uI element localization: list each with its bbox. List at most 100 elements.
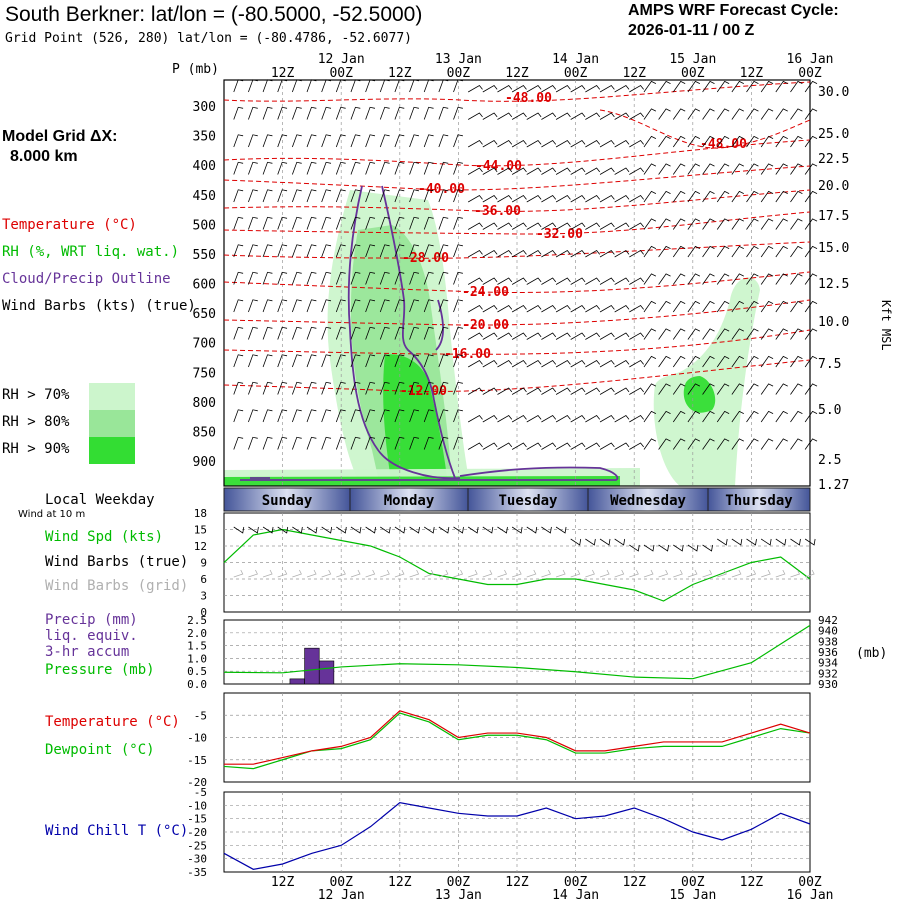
wind-barb bbox=[233, 409, 244, 423]
wind-barb bbox=[467, 167, 483, 175]
height-label-6: 12.5 bbox=[818, 277, 849, 292]
wind-barb bbox=[658, 410, 671, 423]
rh-region-6 bbox=[683, 376, 716, 413]
wind-barb bbox=[394, 326, 405, 340]
surface-barb-true bbox=[760, 538, 772, 546]
legend-cloud: Cloud/Precip Outline bbox=[2, 271, 171, 287]
surface-barb-true bbox=[687, 544, 699, 552]
wind-barb bbox=[716, 80, 730, 93]
wind-barb bbox=[248, 134, 258, 148]
surface-barb-true bbox=[350, 526, 362, 534]
wind-barb bbox=[570, 387, 586, 395]
wind-barb bbox=[262, 326, 273, 340]
top-hour-label-3: 00Z bbox=[447, 66, 471, 81]
surface-barb-true bbox=[555, 526, 567, 534]
wind-barb bbox=[394, 161, 405, 175]
wind-barb bbox=[511, 442, 527, 450]
surface-barb-true bbox=[585, 538, 596, 546]
pressure-label-350: 350 bbox=[193, 130, 216, 145]
wind-barb bbox=[702, 273, 715, 285]
wind-barb bbox=[423, 216, 434, 230]
wind-barb bbox=[804, 273, 818, 285]
wind-barb bbox=[511, 139, 527, 148]
wind-barb bbox=[350, 106, 361, 120]
wind-barb bbox=[277, 189, 288, 203]
surface-barb-grid bbox=[526, 569, 537, 578]
wind-barb bbox=[804, 383, 818, 395]
wind-barb bbox=[555, 387, 571, 395]
wind-barb bbox=[409, 134, 419, 148]
wind-barb bbox=[233, 381, 244, 395]
wind-barb bbox=[335, 354, 346, 368]
surface-barb-true bbox=[673, 544, 684, 552]
wind-barb bbox=[482, 84, 498, 93]
wind-barb bbox=[555, 84, 571, 93]
bottom-hour-label-8: 12Z bbox=[740, 875, 764, 890]
wind-barb bbox=[335, 271, 346, 285]
wind-barb bbox=[672, 190, 686, 203]
wind-barb bbox=[379, 161, 390, 175]
wind-barb bbox=[394, 106, 405, 120]
wind-barb bbox=[482, 414, 498, 423]
wind-barb bbox=[555, 249, 571, 258]
wind-barb bbox=[760, 245, 774, 258]
wind-barb bbox=[467, 332, 483, 340]
wind-barb bbox=[335, 106, 346, 120]
wind-barb bbox=[511, 167, 527, 175]
model-grid-value: 8.000 km bbox=[10, 148, 78, 165]
wind-barb bbox=[453, 161, 463, 175]
weekday-label-4: Thursday bbox=[725, 493, 793, 509]
bottom-date-label-3: 15 Jan bbox=[669, 888, 716, 900]
wind-barb bbox=[321, 216, 332, 230]
wind-barb bbox=[775, 218, 788, 230]
surface-barb-true bbox=[248, 526, 259, 534]
wind-barb bbox=[687, 135, 701, 148]
wind-barb bbox=[585, 359, 601, 368]
wind-barb bbox=[541, 304, 557, 313]
wind-barb bbox=[570, 167, 586, 175]
wind-barb bbox=[541, 277, 557, 285]
wind-barb bbox=[291, 381, 302, 395]
wind-barb bbox=[262, 409, 273, 423]
temp-contour-3 bbox=[223, 165, 811, 191]
wind-barb bbox=[511, 84, 527, 93]
wind-barb bbox=[453, 409, 463, 423]
wind-barb bbox=[658, 245, 671, 258]
wind-barb bbox=[731, 163, 744, 175]
surface-barb-true bbox=[614, 538, 626, 546]
wind-barb bbox=[379, 189, 390, 203]
wind-barb bbox=[291, 189, 302, 203]
wind-barb bbox=[306, 436, 317, 450]
pressure-tick-4: 934 bbox=[818, 657, 838, 670]
cloud-outline-1 bbox=[381, 185, 456, 479]
wind-barb bbox=[643, 355, 657, 368]
wind-barb bbox=[511, 277, 527, 285]
wind-barb bbox=[672, 438, 686, 450]
surface-barb-grid bbox=[702, 569, 713, 578]
precip-panel-tick-4: 0.5 bbox=[187, 665, 207, 678]
temp-contour-label-0: -48.00 bbox=[505, 91, 552, 106]
wind-barb bbox=[775, 80, 788, 93]
wind-barb bbox=[570, 442, 586, 450]
wind-barb bbox=[804, 108, 818, 120]
wind-barb bbox=[306, 189, 317, 203]
cloud-outline-3 bbox=[240, 466, 619, 481]
wind-barb bbox=[643, 245, 657, 258]
wind-barb bbox=[541, 387, 557, 395]
wind-barb bbox=[365, 299, 376, 313]
wind-barb bbox=[379, 409, 390, 423]
surface-barb-true bbox=[541, 526, 552, 534]
surface-barb-true bbox=[394, 526, 406, 534]
wind-barb bbox=[365, 244, 376, 258]
legend-wind-chill: Wind Chill T (°C) bbox=[45, 823, 189, 839]
pressure-tick-5: 932 bbox=[818, 667, 838, 680]
wind-barb bbox=[775, 190, 788, 203]
wind-barb bbox=[541, 359, 557, 368]
legend-rh90-swatch bbox=[89, 437, 135, 464]
wind-barb bbox=[277, 271, 288, 285]
wind-barb bbox=[585, 167, 601, 175]
wind-barb bbox=[394, 134, 405, 148]
chill-panel-tick-6: -35 bbox=[187, 866, 207, 879]
wind-barb bbox=[423, 79, 434, 93]
surface-barb-true bbox=[599, 538, 611, 546]
